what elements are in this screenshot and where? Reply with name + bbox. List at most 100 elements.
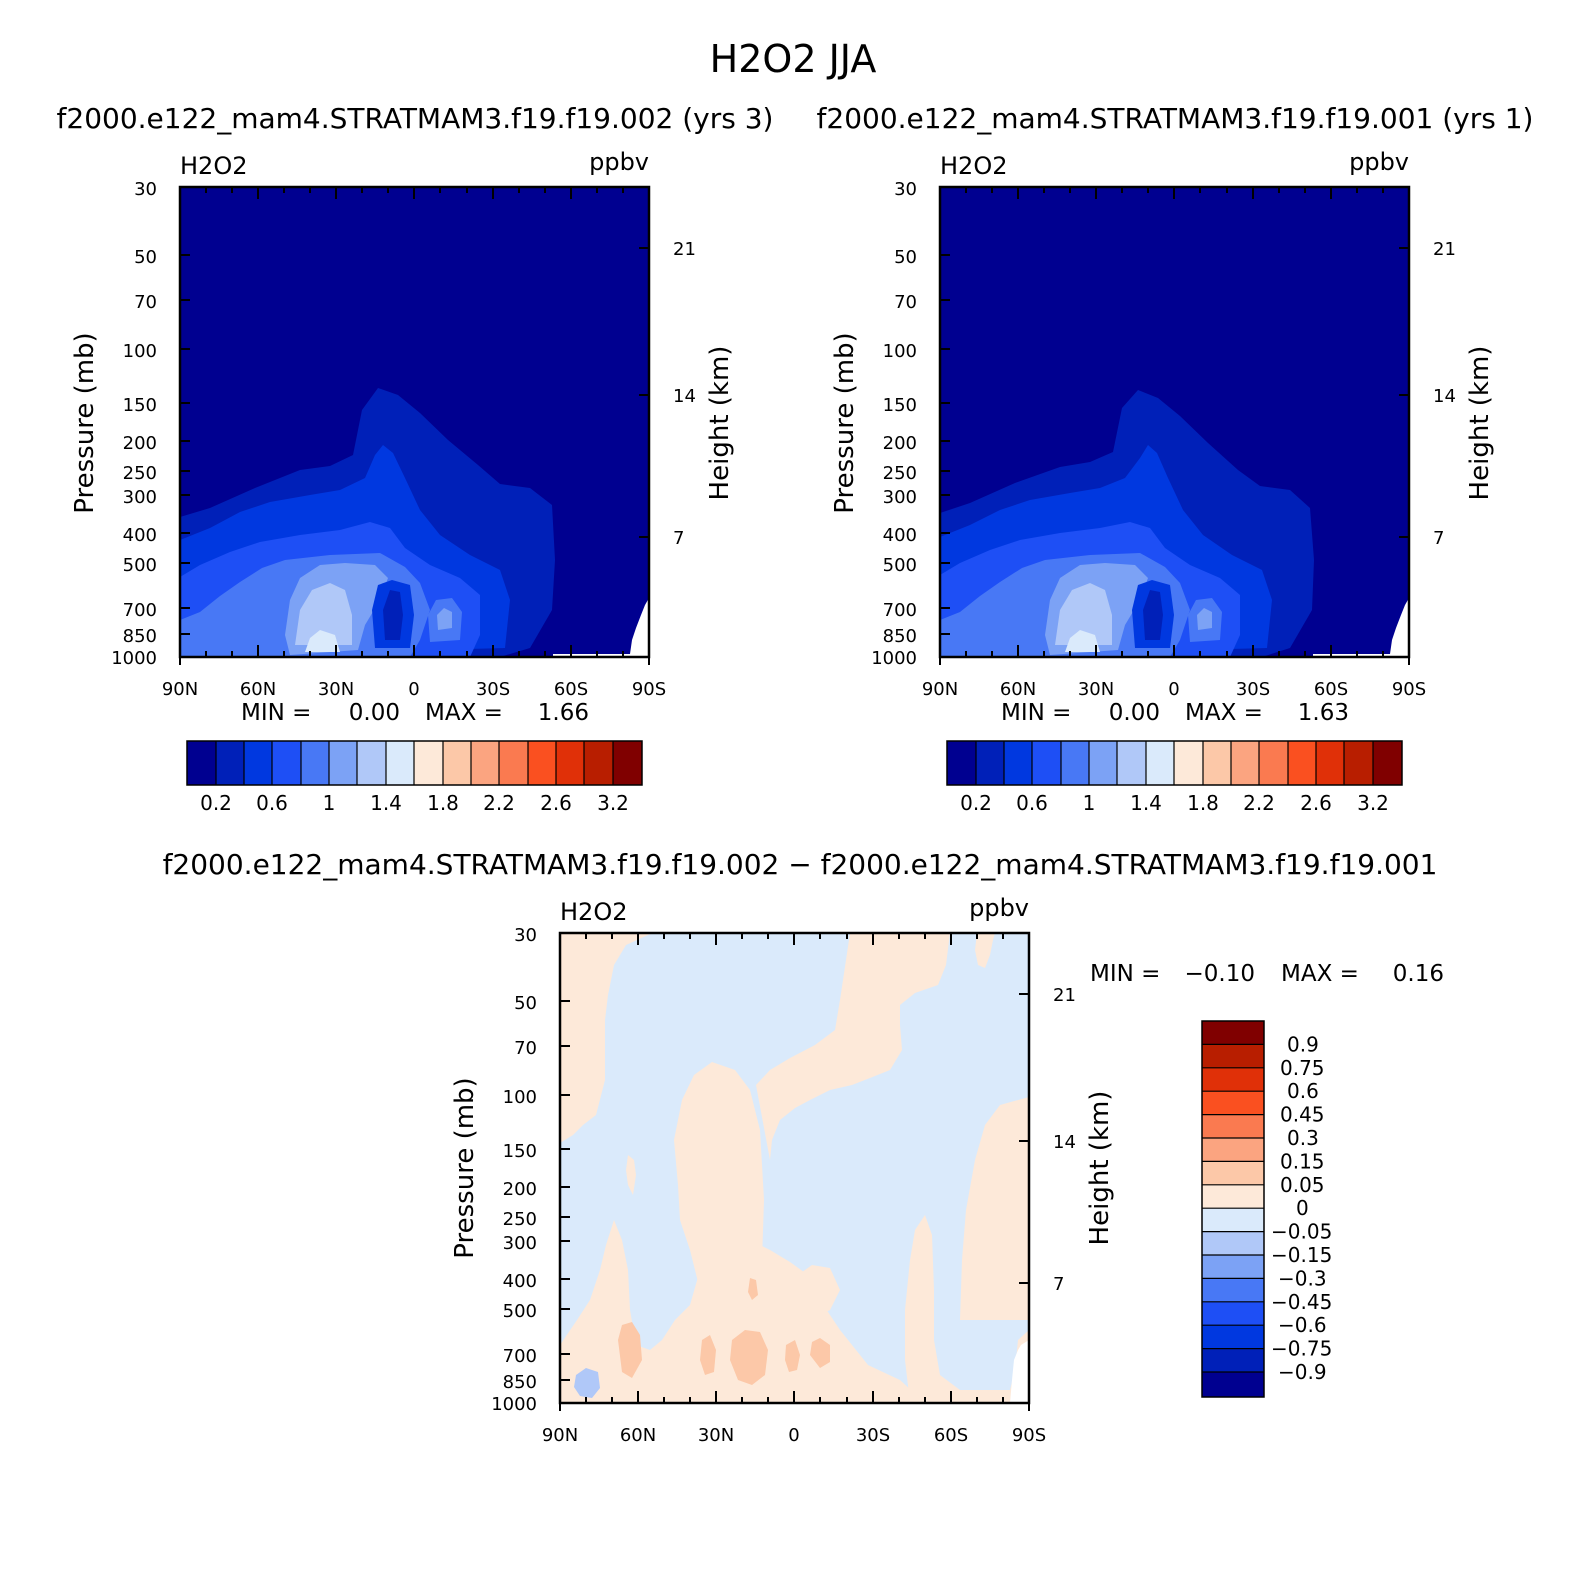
colorbar-label-right-3: 1.4 [1130,791,1162,815]
y-tick-diff-3: 100 [503,1087,537,1108]
y-tick-right-8: 400 [883,525,917,546]
colorbar-dividers-right [975,741,1374,785]
height-tick-right-2: 7 [1433,528,1444,549]
colorbar-label-right-6: 2.6 [1300,791,1332,815]
colorbar-label-left-3: 1.4 [370,791,402,815]
diff-band-14 [810,1338,830,1368]
diff-band-7 [960,1097,1029,1320]
colorbar-box-left-13 [556,741,584,785]
colorbar-box-right-4 [1061,741,1089,785]
colorbar-right: 0.2 0.6 1 1.4 1.8 2.2 2.6 3.2 [946,740,1403,815]
variable-label-right: H2O2 [940,152,1007,180]
y-tick-left-5: 200 [123,433,157,454]
colorbar-box-diff-6 [1202,1161,1264,1185]
x-tick-left-5: 60S [554,679,588,700]
height-tick-left-0: 21 [673,239,696,260]
x-tick-left-3: 0 [408,679,419,700]
y-tick-left-4: 150 [123,395,157,416]
contour-band-right-7 [1065,630,1100,652]
x-tick-diff-5: 60S [934,1425,968,1446]
colorbar-box-right-5 [1089,741,1117,785]
height-tick-left-1: 14 [673,386,696,407]
y-axis-label-right: Pressure (mb) [830,332,860,513]
colorbar-box-diff-1 [1202,1044,1264,1068]
y-tick-left-3: 100 [123,341,157,362]
variable-label-diff: H2O2 [560,898,627,926]
colorbar-box-diff-0 [1202,1021,1264,1045]
max-value-right: 1.63 [1298,700,1349,726]
y-tick-diff-0: 30 [514,925,537,946]
y-tick-diff-1: 50 [514,993,537,1014]
colorbar-box-diff-13 [1202,1325,1264,1349]
colorbar-box-left-3 [272,741,301,785]
colorbar-box-right-12 [1288,741,1316,785]
colorbar-frame-left [186,740,643,786]
height-axis-label-left: Height (km) [705,346,735,501]
colorbar-box-left-14 [584,741,613,785]
colorbar-box-left-5 [329,741,357,785]
colorbar-label-right-0: 0.2 [960,791,992,815]
contour-band-right-9 [1143,590,1163,640]
y-tick-left-2: 70 [134,292,157,313]
height-axis-label-right: Height (km) [1465,346,1495,501]
colorbar-box-right-0 [947,741,976,785]
colorbar-label-left-0: 0.2 [200,791,232,815]
colorbar-box-diff-10 [1202,1255,1264,1279]
max-label-left: MAX = [425,700,503,726]
y-tick-right-1: 50 [894,247,917,268]
colorbar-label-diff-13: −0.75 [1271,1337,1332,1361]
colorbar-label-diff-5: 0.15 [1280,1149,1325,1173]
y-tick-diff-4: 150 [503,1141,537,1162]
x-tick-diff-1: 60N [620,1425,656,1446]
contour-field-left [180,187,649,657]
colorbar-box-diff-11 [1202,1278,1264,1302]
colorbar-label-left-2: 1 [323,791,336,815]
colorbar-label-diff-12: −0.6 [1278,1313,1327,1337]
colorbar-box-right-8 [1174,741,1203,785]
y-tick-left-12: 1000 [111,648,157,669]
x-tick-diff-3: 0 [788,1425,799,1446]
max-value-left: 1.66 [538,700,589,726]
colorbar-label-diff-7: 0 [1296,1196,1309,1220]
panel-title-left: f2000.e122_mam4.STRATMAM3.f19.f19.002 (y… [57,102,774,135]
colorbar-label-right-2: 1 [1083,791,1096,815]
x-tick-left-6: 90S [632,679,666,700]
diff-band-9 [626,1155,636,1195]
colorbar-box-diff-15 [1202,1372,1264,1397]
colorbar-box-right-6 [1117,741,1146,785]
colorbar-label-left-4: 1.8 [427,791,459,815]
colorbar-label-left-5: 2.2 [483,791,515,815]
units-label-left: ppbv [589,148,649,176]
colorbar-box-diff-9 [1202,1231,1264,1255]
colorbar-box-left-0 [187,741,216,785]
y-tick-left-7: 300 [123,487,157,508]
colorbar-box-right-1 [976,741,1004,785]
colorbar-box-right-3 [1032,741,1061,785]
y-tick-right-11: 850 [883,626,917,647]
max-label-right: MAX = [1185,700,1263,726]
colorbar-box-diff-14 [1202,1348,1264,1372]
contour-band-left-7 [305,630,340,652]
colorbar-label-diff-6: 0.05 [1280,1173,1325,1197]
y-tick-left-6: 250 [123,463,157,484]
min-value-left: 0.00 [349,700,400,726]
y-axis-label-left: Pressure (mb) [70,332,100,513]
colorbar-box-left-6 [357,741,386,785]
diff-band-6 [905,1215,1029,1403]
contour-field-right [940,187,1409,657]
axis-ticks-left [179,186,650,665]
contour-field-diff [560,933,1029,1403]
colorbar-box-right-9 [1203,741,1231,785]
y-axis-label-diff: Pressure (mb) [450,1077,480,1258]
colorbar-label-diff-9: −0.15 [1271,1243,1332,1267]
colorbar-box-diff-7 [1202,1184,1264,1209]
y-tick-left-8: 400 [123,525,157,546]
colorbar-box-left-2 [244,741,272,785]
y-tick-left-1: 50 [134,247,157,268]
x-tick-diff-6: 90S [1012,1425,1046,1446]
y-tick-diff-5: 200 [503,1179,537,1200]
panel-right: H2O2 ppbv 30 50 70 100 150 200 250 300 4… [830,148,1495,815]
colorbar-label-right-4: 1.8 [1187,791,1219,815]
colorbar-frame-right [946,740,1403,786]
colorbar-label-diff-1: 0.75 [1280,1056,1325,1080]
